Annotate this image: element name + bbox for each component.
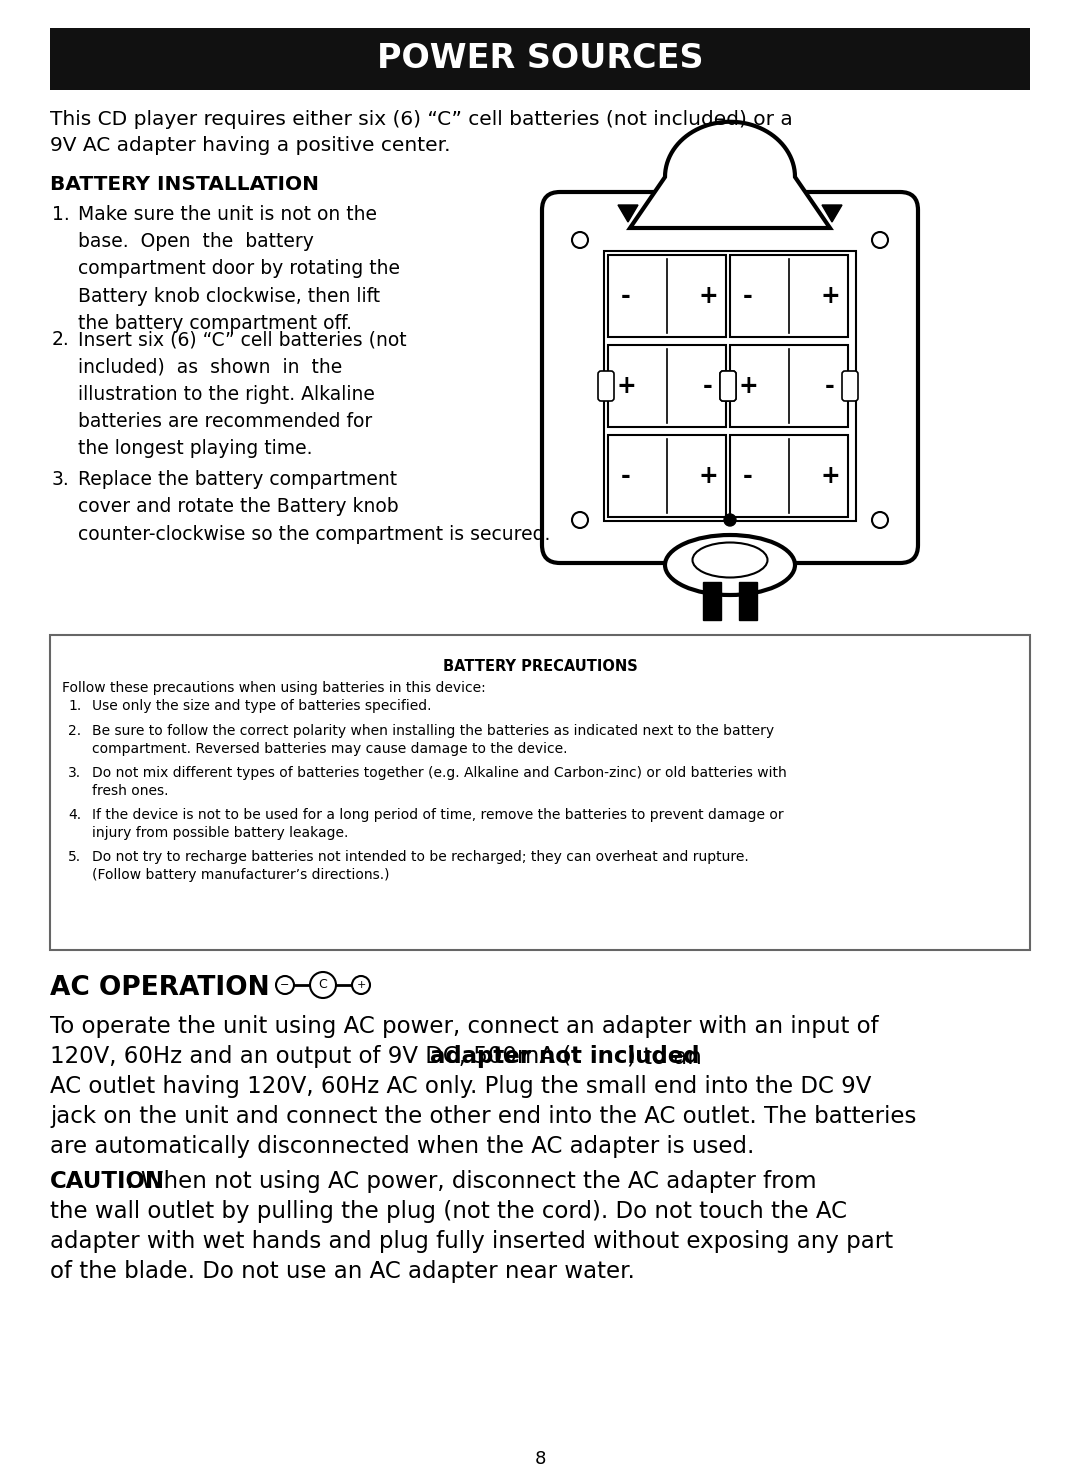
- Bar: [739, 582, 757, 620]
- Bar: [703, 582, 721, 620]
- Text: AC outlet having 120V, 60Hz AC only. Plug the small end into the DC 9V: AC outlet having 120V, 60Hz AC only. Plu…: [50, 1075, 872, 1097]
- Text: To operate the unit using AC power, connect an adapter with an input of: To operate the unit using AC power, conn…: [50, 1015, 879, 1038]
- Circle shape: [872, 232, 888, 248]
- Text: 3.: 3.: [68, 767, 81, 780]
- Text: are automatically disconnected when the AC adapter is used.: are automatically disconnected when the …: [50, 1134, 754, 1158]
- Text: −: −: [281, 981, 289, 990]
- Text: jack on the unit and connect the other end into the AC outlet. The batteries: jack on the unit and connect the other e…: [50, 1105, 916, 1128]
- Text: Follow these precautions when using batteries in this device:: Follow these precautions when using batt…: [62, 681, 486, 696]
- Text: +: +: [698, 464, 718, 487]
- Text: Do not try to recharge batteries not intended to be recharged; they can overheat: Do not try to recharge batteries not int…: [92, 849, 748, 882]
- Text: -: -: [743, 464, 753, 487]
- Bar: [730, 256, 848, 337]
- Bar: [50, 28, 1030, 90]
- Circle shape: [352, 976, 370, 994]
- Circle shape: [310, 972, 336, 998]
- Bar: [604, 251, 856, 521]
- Polygon shape: [630, 121, 831, 227]
- Text: : When not using AC power, disconnect the AC adapter from: : When not using AC power, disconnect th…: [125, 1170, 816, 1193]
- Text: POWER SOURCES: POWER SOURCES: [377, 43, 703, 75]
- Bar: [730, 436, 848, 517]
- Text: -: -: [621, 284, 631, 309]
- Text: +: +: [820, 284, 840, 309]
- Text: Be sure to follow the correct polarity when installing the batteries as indicate: Be sure to follow the correct polarity w…: [92, 724, 774, 756]
- Text: +: +: [738, 374, 758, 397]
- Text: -: -: [703, 374, 713, 397]
- Circle shape: [724, 514, 735, 526]
- Text: 3.: 3.: [52, 470, 70, 489]
- Text: -: -: [825, 374, 835, 397]
- Text: -: -: [743, 284, 753, 309]
- Text: 9V AC adapter having a positive center.: 9V AC adapter having a positive center.: [50, 136, 450, 155]
- Bar: [608, 256, 726, 337]
- Text: adapter with wet hands and plug fully inserted without exposing any part: adapter with wet hands and plug fully in…: [50, 1230, 893, 1252]
- Text: -: -: [621, 464, 631, 487]
- Bar: [608, 346, 726, 427]
- Bar: [50, 635, 1030, 950]
- Polygon shape: [822, 205, 842, 222]
- Text: CAUTION: CAUTION: [50, 1170, 165, 1193]
- Text: adapter not included: adapter not included: [430, 1046, 700, 1068]
- Text: Make sure the unit is not on the
base.  Open  the  battery
compartment door by r: Make sure the unit is not on the base. O…: [78, 205, 400, 332]
- Text: 1.: 1.: [68, 699, 81, 713]
- Text: 1.: 1.: [52, 205, 70, 225]
- Circle shape: [872, 513, 888, 527]
- Text: Use only the size and type of batteries specified.: Use only the size and type of batteries …: [92, 699, 432, 713]
- FancyBboxPatch shape: [720, 371, 735, 400]
- Bar: [730, 346, 848, 427]
- Text: This CD player requires either six (6) “C” cell batteries (not included) or a: This CD player requires either six (6) “…: [50, 109, 793, 128]
- Bar: [608, 436, 726, 517]
- Text: AC OPERATION: AC OPERATION: [50, 975, 270, 1001]
- Text: ) to an: ) to an: [627, 1046, 702, 1068]
- Text: Do not mix different types of batteries together (e.g. Alkaline and Carbon-zinc): Do not mix different types of batteries …: [92, 767, 786, 798]
- Polygon shape: [618, 205, 638, 222]
- Ellipse shape: [665, 535, 795, 595]
- Text: 2.: 2.: [52, 329, 70, 349]
- Text: 2.: 2.: [68, 724, 81, 738]
- Text: +: +: [356, 981, 366, 990]
- Text: +: +: [616, 374, 636, 397]
- FancyBboxPatch shape: [598, 371, 615, 400]
- Text: If the device is not to be used for a long period of time, remove the batteries : If the device is not to be used for a lo…: [92, 808, 784, 840]
- Text: Replace the battery compartment
cover and rotate the Battery knob
counter-clockw: Replace the battery compartment cover an…: [78, 470, 551, 544]
- Text: BATTERY PRECAUTIONS: BATTERY PRECAUTIONS: [443, 659, 637, 674]
- Text: BATTERY INSTALLATION: BATTERY INSTALLATION: [50, 174, 319, 193]
- Text: +: +: [820, 464, 840, 487]
- Circle shape: [276, 976, 294, 994]
- FancyBboxPatch shape: [842, 371, 858, 400]
- Text: +: +: [698, 284, 718, 309]
- Text: of the blade. Do not use an AC adapter near water.: of the blade. Do not use an AC adapter n…: [50, 1260, 635, 1284]
- Ellipse shape: [692, 542, 768, 578]
- Text: C: C: [319, 978, 327, 991]
- FancyBboxPatch shape: [720, 371, 735, 400]
- Text: 120V, 60Hz and an output of 9V DC, 500mA (: 120V, 60Hz and an output of 9V DC, 500mA…: [50, 1046, 571, 1068]
- Text: the wall outlet by pulling the plug (not the cord). Do not touch the AC: the wall outlet by pulling the plug (not…: [50, 1199, 847, 1223]
- Circle shape: [572, 232, 588, 248]
- Text: Insert six (6) “C” cell batteries (not
included)  as  shown  in  the
illustratio: Insert six (6) “C” cell batteries (not i…: [78, 329, 407, 458]
- Text: 8: 8: [535, 1450, 545, 1468]
- Text: 4.: 4.: [68, 808, 81, 823]
- Circle shape: [572, 513, 588, 527]
- FancyBboxPatch shape: [542, 192, 918, 563]
- Text: 5.: 5.: [68, 849, 81, 864]
